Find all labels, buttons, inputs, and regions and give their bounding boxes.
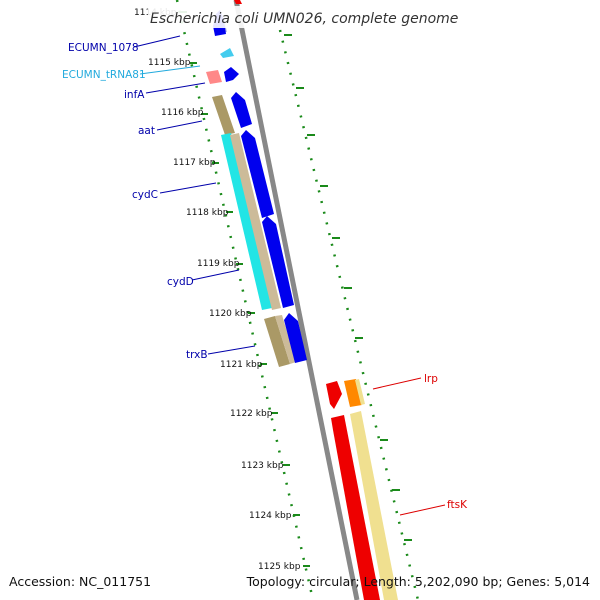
cds-arrow-lrp bbox=[326, 381, 342, 409]
tick-label: 1115 kbp bbox=[148, 58, 191, 68]
accession-text: Accession: NC_011751 bbox=[9, 574, 152, 589]
gene-label: infA bbox=[124, 89, 145, 101]
leader-line bbox=[372, 377, 422, 390]
cds-arrow-aat bbox=[231, 92, 252, 128]
gene-label: ftsK bbox=[447, 499, 468, 511]
tick-label: 1123 kbp bbox=[241, 461, 284, 471]
top-red-mark bbox=[234, 0, 242, 4]
gene-label: cydD bbox=[167, 276, 194, 288]
tick-label: 1118 kbp bbox=[186, 208, 229, 218]
leader-line bbox=[133, 35, 181, 48]
cds-arrow-cydd bbox=[262, 216, 294, 308]
gene-tan-block-trxb bbox=[275, 315, 296, 364]
genome-summary-text: Topology: circular; Length: 5,202,090 bp… bbox=[246, 574, 590, 589]
gene-label: aat bbox=[138, 125, 155, 137]
gene-olive-block-trxb bbox=[264, 316, 290, 367]
gene-cream-block-ftsk bbox=[350, 411, 398, 600]
cds-arrow-infa bbox=[224, 67, 239, 82]
gene-labels: ECUMN_1078 ECUMN_tRNA81 infA aat cydC cy… bbox=[62, 42, 468, 511]
gene-label: trxB bbox=[186, 349, 208, 361]
tick-labels: 1114 kbp 1115 kbp 1116 kbp 1117 kbp 1118… bbox=[134, 8, 301, 572]
gene-cream-block-lrp bbox=[355, 379, 365, 405]
forward-features bbox=[206, 18, 296, 367]
trna-arrow-ecumn-trna81 bbox=[220, 48, 234, 58]
gene-label: ECUMN_tRNA81 bbox=[62, 69, 146, 81]
tick-marks bbox=[180, 11, 412, 567]
title-backdrop bbox=[148, 6, 450, 28]
leader-line bbox=[145, 82, 206, 94]
tick-label: 1116 kbp bbox=[161, 108, 204, 118]
tick-label: 1125 kbp bbox=[258, 562, 301, 572]
tick-label: 1121 kbp bbox=[220, 360, 263, 370]
leader-line bbox=[207, 345, 256, 355]
tick-label: 1124 kbp bbox=[249, 511, 292, 521]
label-leaders bbox=[133, 35, 446, 516]
forward-cds-arrows bbox=[213, 10, 307, 363]
gene-olive-block-aat bbox=[212, 95, 235, 135]
cds-arrow-trxb bbox=[284, 313, 307, 363]
leader-line bbox=[399, 504, 446, 516]
gene-label: ECUMN_1078 bbox=[68, 42, 139, 54]
leader-line bbox=[191, 269, 240, 281]
gene-trna-block bbox=[206, 70, 222, 84]
tick-label: 1120 kbp bbox=[209, 309, 252, 319]
gene-tan-block bbox=[230, 133, 281, 310]
reverse-features bbox=[234, 0, 398, 600]
gene-cyan-block bbox=[221, 133, 272, 310]
gene-label: lrp bbox=[424, 373, 438, 385]
leader-line bbox=[156, 120, 203, 131]
gene-label: cydC bbox=[132, 189, 158, 201]
tick-label: 1122 kbp bbox=[230, 409, 273, 419]
cds-arrow-ftsk bbox=[331, 415, 380, 600]
leader-line bbox=[139, 65, 201, 75]
tick-label: 1119 kbp bbox=[197, 259, 240, 269]
tick-label: 1117 kbp bbox=[173, 158, 216, 168]
genome-backbone bbox=[233, 0, 360, 600]
diagram-title: Escherichia coli UMN026, complete genome bbox=[150, 11, 458, 27]
cds-arrow-cydc bbox=[241, 130, 274, 218]
leader-line bbox=[159, 182, 217, 194]
